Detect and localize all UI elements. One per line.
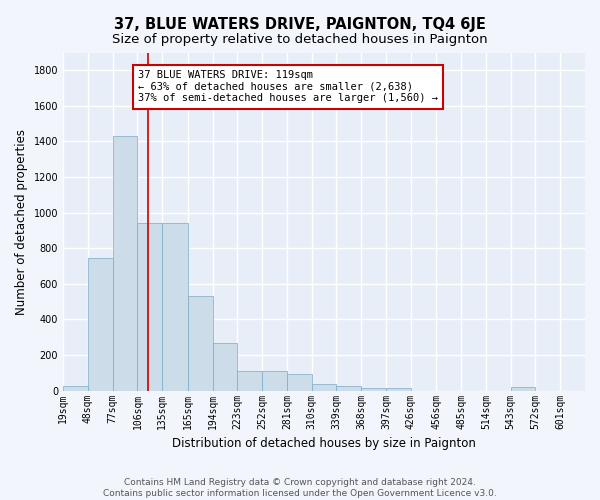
Bar bbox=[162, 224, 188, 390]
Bar bbox=[361, 388, 386, 390]
Bar bbox=[188, 296, 212, 390]
Text: Contains HM Land Registry data © Crown copyright and database right 2024.
Contai: Contains HM Land Registry data © Crown c… bbox=[103, 478, 497, 498]
Bar bbox=[511, 387, 535, 390]
Bar bbox=[88, 258, 113, 390]
Text: 37 BLUE WATERS DRIVE: 119sqm
← 63% of detached houses are smaller (2,638)
37% of: 37 BLUE WATERS DRIVE: 119sqm ← 63% of de… bbox=[138, 70, 438, 104]
Y-axis label: Number of detached properties: Number of detached properties bbox=[15, 128, 28, 314]
Bar bbox=[212, 342, 238, 390]
Bar bbox=[287, 374, 311, 390]
Text: Size of property relative to detached houses in Paignton: Size of property relative to detached ho… bbox=[112, 32, 488, 46]
Bar bbox=[386, 388, 411, 390]
Bar bbox=[311, 384, 337, 390]
Bar bbox=[137, 224, 162, 390]
X-axis label: Distribution of detached houses by size in Paignton: Distribution of detached houses by size … bbox=[172, 437, 476, 450]
Bar bbox=[337, 386, 361, 390]
Bar bbox=[63, 386, 88, 390]
Bar bbox=[113, 136, 137, 390]
Bar bbox=[262, 371, 287, 390]
Text: 37, BLUE WATERS DRIVE, PAIGNTON, TQ4 6JE: 37, BLUE WATERS DRIVE, PAIGNTON, TQ4 6JE bbox=[114, 18, 486, 32]
Bar bbox=[238, 371, 262, 390]
